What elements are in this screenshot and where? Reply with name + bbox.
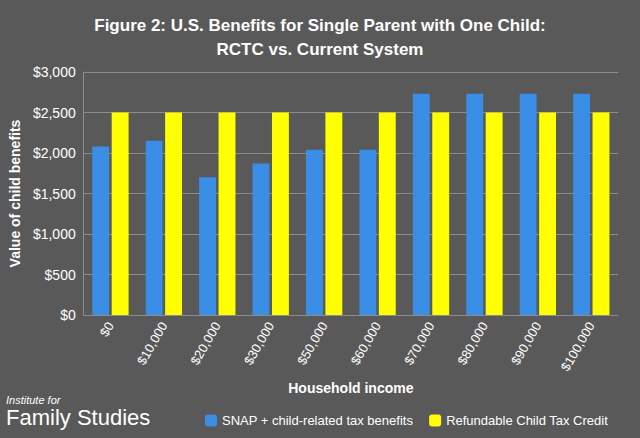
svg-text:$2,500: $2,500: [33, 105, 76, 121]
svg-text:$0: $0: [60, 307, 76, 323]
svg-text:$0: $0: [97, 319, 117, 339]
svg-text:Institute for: Institute for: [6, 393, 61, 406]
svg-text:$500: $500: [45, 267, 76, 283]
svg-text:$70,000: $70,000: [401, 319, 437, 367]
svg-text:RCTC vs. Current System: RCTC vs. Current System: [217, 40, 424, 59]
svg-text:$30,000: $30,000: [241, 319, 277, 367]
svg-text:Refundable Child Tax Credit: Refundable Child Tax Credit: [446, 413, 608, 428]
svg-text:$10,000: $10,000: [134, 319, 170, 367]
svg-text:$80,000: $80,000: [454, 319, 490, 367]
svg-text:SNAP + child-related tax benef: SNAP + child-related tax benefits: [222, 413, 413, 428]
svg-text:Figure 2: U.S. Benefits for Si: Figure 2: U.S. Benefits for Single Paren…: [94, 16, 546, 35]
svg-text:$1,500: $1,500: [33, 186, 76, 202]
svg-text:Household income: Household income: [288, 380, 413, 396]
svg-text:$60,000: $60,000: [348, 319, 384, 367]
svg-text:$20,000: $20,000: [187, 319, 223, 367]
svg-text:Family Studies: Family Studies: [6, 405, 150, 430]
svg-text:$50,000: $50,000: [294, 319, 330, 367]
svg-text:$90,000: $90,000: [508, 319, 544, 367]
svg-text:$2,000: $2,000: [33, 145, 76, 161]
svg-text:$1,000: $1,000: [33, 226, 76, 242]
svg-text:$100,000: $100,000: [558, 319, 598, 373]
svg-text:$3,000: $3,000: [33, 64, 76, 80]
svg-text:Value of child benefits: Value of child benefits: [7, 119, 23, 267]
